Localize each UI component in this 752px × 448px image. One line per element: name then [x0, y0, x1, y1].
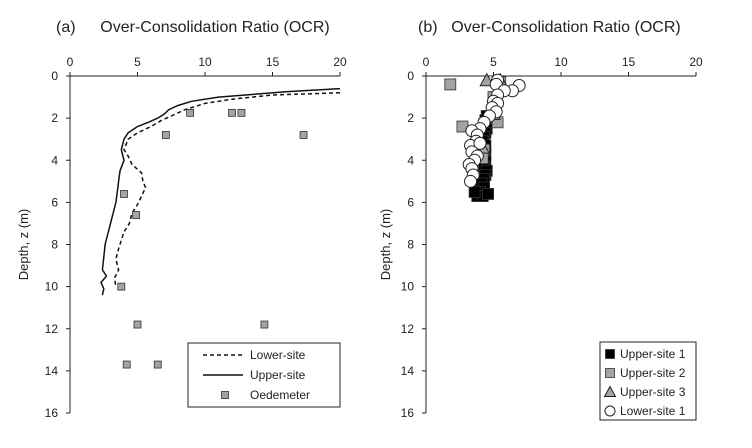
legend-swatch [221, 391, 229, 399]
y-tick-label: 6 [407, 195, 414, 209]
data-point [132, 211, 141, 219]
y-tick-label: 2 [407, 111, 414, 125]
data-point [468, 185, 481, 198]
x-tick-label: 10 [554, 55, 568, 69]
legend-label: Oedemeter [250, 388, 310, 402]
legend-label: Upper-site 2 [620, 366, 686, 380]
y-tick-label: 4 [51, 153, 58, 167]
data-point [299, 131, 308, 139]
y-tick-label: 12 [45, 322, 59, 336]
y-tick-label: 0 [51, 69, 58, 83]
x-tick-label: 0 [423, 55, 430, 69]
legend-swatch [605, 349, 615, 359]
x-tick-label: 0 [67, 55, 74, 69]
panel-a: (a) Over-Consolidation Ratio (OCR) 0 5 10 1… [16, 19, 347, 420]
legend-swatch [604, 405, 616, 417]
y-tick-label: 8 [51, 238, 58, 252]
data-point [473, 136, 487, 150]
data-point [482, 188, 495, 200]
y-tick-label: 0 [407, 69, 414, 83]
x-tick-label: 20 [333, 55, 347, 69]
x-tick-label: 5 [134, 55, 141, 69]
panel-b-title: Over-Consolidation Ratio (OCR) [451, 19, 680, 36]
data-point [120, 190, 128, 198]
data-point [228, 108, 236, 117]
data-point [133, 320, 142, 329]
data-point [444, 78, 457, 91]
panel-a-label: (a) [56, 19, 76, 36]
y-tick-label: 16 [45, 406, 59, 420]
legend-label: Lower-site 1 [620, 404, 686, 418]
x-tick-label: 5 [490, 55, 497, 69]
series-line-lower-site [113, 92, 341, 287]
y-tick-label: 16 [401, 406, 415, 420]
y-tick-label: 10 [45, 280, 59, 294]
data-point [161, 131, 170, 139]
legend-label: Lower-site [250, 348, 306, 362]
panel-a-title: Over-Consolidation Ratio (OCR) [100, 19, 329, 36]
y-tick-label: 10 [401, 280, 415, 294]
legend-swatch [603, 385, 617, 397]
legend-box [599, 341, 697, 421]
panel-b: (b) Over-Consolidation Ratio (OCR) 0 5 10 1… [378, 19, 703, 421]
x-tick-label: 15 [266, 55, 280, 69]
series-line-upper-site [100, 87, 341, 296]
y-tick-label: 14 [45, 364, 59, 378]
y-tick-label: 4 [407, 153, 414, 167]
legend-swatch [605, 368, 615, 378]
y-tick-label: 6 [51, 195, 58, 209]
y-tick-label: 14 [401, 364, 415, 378]
y-axis-label: Depth, z (m) [378, 209, 393, 281]
legend-label: Upper-site 1 [620, 347, 686, 361]
data-point [122, 360, 131, 369]
legend-label: Upper-site [250, 368, 306, 382]
data-point [464, 174, 478, 188]
y-tick-label: 12 [401, 322, 415, 336]
x-tick-label: 20 [689, 55, 703, 69]
x-tick-label: 15 [622, 55, 636, 69]
data-point [117, 282, 126, 291]
panel-b-label: (b) [418, 19, 438, 36]
y-axis-label: Depth, z (m) [16, 209, 31, 281]
data-point [153, 360, 162, 369]
data-point [237, 108, 246, 117]
legend-label: Upper-site 3 [620, 385, 686, 399]
x-tick-label: 10 [198, 55, 212, 69]
y-tick-label: 2 [51, 111, 58, 125]
data-point [260, 320, 269, 329]
data-point [186, 108, 195, 117]
y-tick-label: 8 [407, 238, 414, 252]
